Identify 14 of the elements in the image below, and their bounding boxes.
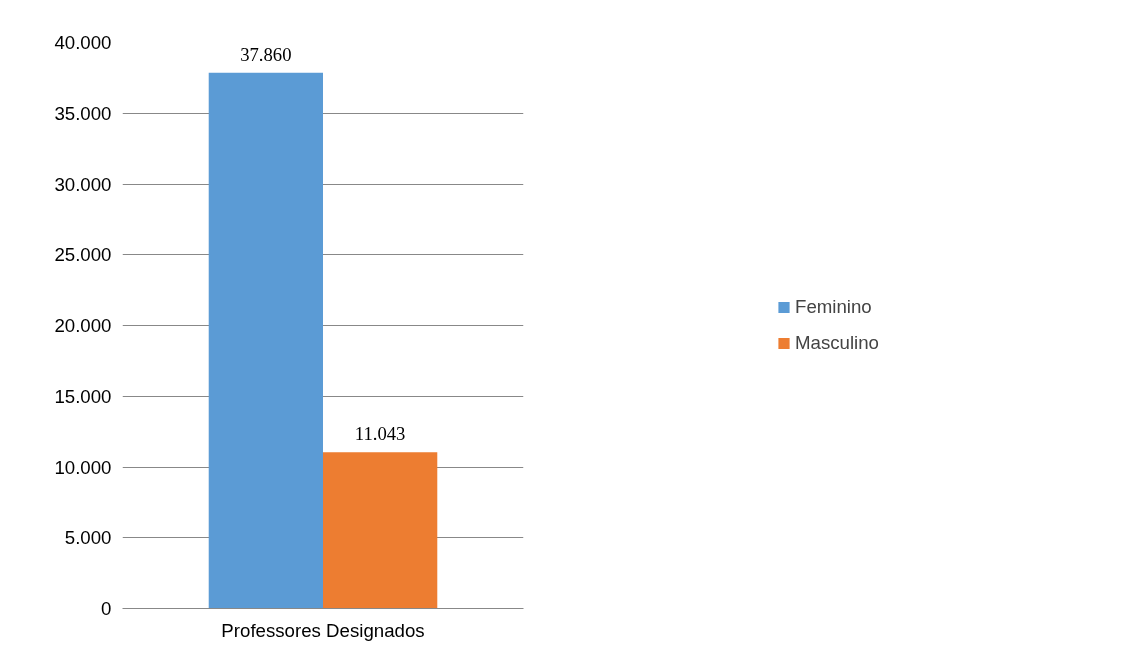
- x-tick-label: Professores Designados: [221, 619, 425, 641]
- y-tick-label: 30.000: [54, 173, 112, 195]
- y-tick-label: 25.000: [54, 244, 112, 266]
- y-tick-label: 15.000: [54, 385, 112, 407]
- data-label: 37.860: [240, 43, 292, 65]
- y-tick-label: 35.000: [54, 102, 112, 124]
- y-tick-label: 20.000: [54, 315, 112, 336]
- y-tick-label: 0: [101, 598, 112, 619]
- y-tick-label: 5.000: [64, 527, 112, 549]
- legend-label: Masculino: [795, 332, 879, 354]
- legend-label: Feminino: [795, 296, 872, 318]
- y-tick-label: 10.000: [54, 456, 112, 478]
- y-tick-label: 40.000: [54, 32, 112, 53]
- data-label: 11.043: [354, 423, 406, 445]
